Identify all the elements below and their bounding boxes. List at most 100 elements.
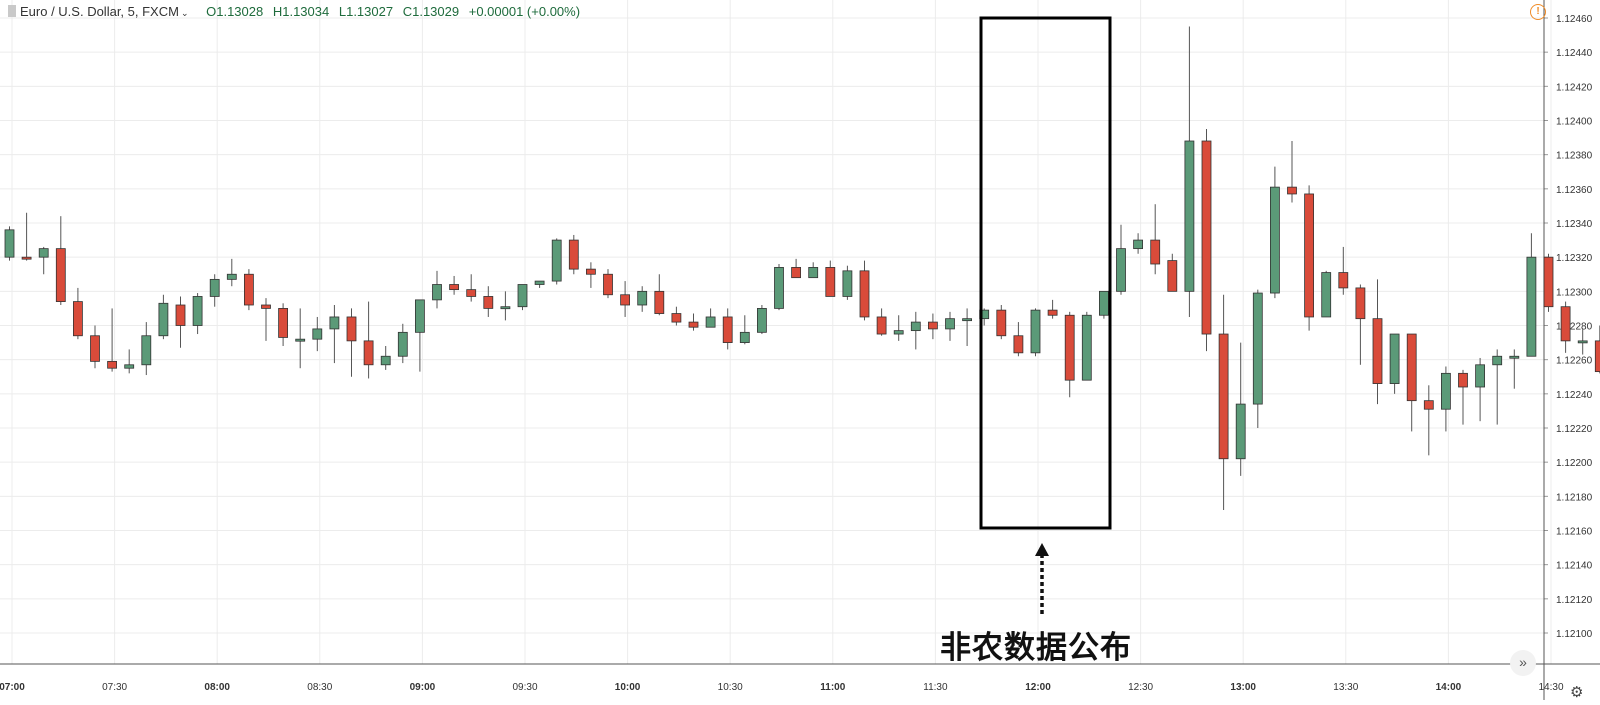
candle-down[interactable] xyxy=(1064,311,1075,398)
candle-up[interactable] xyxy=(637,286,648,312)
candle-down[interactable] xyxy=(654,274,665,316)
candle-down[interactable] xyxy=(1406,333,1417,432)
candle-down[interactable] xyxy=(568,234,579,275)
candle-down[interactable] xyxy=(722,308,733,350)
candle-up[interactable] xyxy=(312,316,323,352)
double-chevron-right-icon[interactable]: » xyxy=(1510,650,1536,676)
candle-up[interactable] xyxy=(141,322,152,376)
candle-up[interactable] xyxy=(1081,311,1092,381)
candle-down[interactable] xyxy=(1338,246,1349,295)
candle-up[interactable] xyxy=(192,293,203,335)
candle-up[interactable] xyxy=(295,308,306,369)
candle-down[interactable] xyxy=(825,260,836,297)
candle-down[interactable] xyxy=(1304,185,1314,331)
candle-down[interactable] xyxy=(671,306,682,326)
candle-down[interactable] xyxy=(928,313,938,340)
candle-up[interactable] xyxy=(1321,270,1332,318)
candle-down[interactable] xyxy=(1594,325,1600,374)
candle-down[interactable] xyxy=(1287,141,1297,203)
candle-down[interactable] xyxy=(859,260,870,321)
candle-up[interactable] xyxy=(1099,290,1109,319)
candle-up[interactable] xyxy=(1030,308,1041,357)
candle-up[interactable] xyxy=(1441,366,1451,432)
candle-down[interactable] xyxy=(1167,253,1178,292)
candle-down[interactable] xyxy=(278,303,289,346)
candle-down[interactable] xyxy=(688,313,699,331)
candle-up[interactable] xyxy=(209,274,220,307)
candle-up[interactable] xyxy=(910,311,921,350)
candle-up[interactable] xyxy=(1475,357,1485,422)
candle-down[interactable] xyxy=(243,269,254,311)
candle-up[interactable] xyxy=(329,305,340,364)
candle-down[interactable] xyxy=(1013,322,1024,357)
candle-down[interactable] xyxy=(1423,385,1434,456)
candle-up[interactable] xyxy=(774,264,784,311)
candle-up[interactable] xyxy=(705,308,716,328)
candle-down[interactable] xyxy=(55,216,66,305)
candle-down[interactable] xyxy=(363,301,374,379)
candle-up[interactable] xyxy=(1270,166,1280,299)
candle-down[interactable] xyxy=(996,305,1007,340)
candle-down[interactable] xyxy=(21,212,32,261)
candle-up[interactable] xyxy=(380,346,391,370)
candle-up[interactable] xyxy=(945,311,955,341)
candle-down[interactable] xyxy=(346,308,357,377)
candle-up[interactable] xyxy=(739,315,750,345)
candle-up[interactable] xyxy=(1116,224,1126,295)
candle-up[interactable] xyxy=(226,258,237,287)
chevron-down-icon[interactable]: ⌄ xyxy=(180,8,189,18)
candle-up[interactable] xyxy=(1184,26,1195,317)
candle-down[interactable] xyxy=(876,308,887,336)
candle-up[interactable] xyxy=(517,284,528,311)
candle-down[interactable] xyxy=(586,262,596,288)
candle-up[interactable] xyxy=(757,305,767,335)
candle-down[interactable] xyxy=(603,269,613,299)
candle-up[interactable] xyxy=(893,315,904,341)
candle-up[interactable] xyxy=(962,308,972,346)
candle-down[interactable] xyxy=(1458,369,1468,425)
candle-up[interactable] xyxy=(1509,349,1520,389)
candle-up[interactable] xyxy=(4,226,15,261)
candle-down[interactable] xyxy=(1150,204,1161,275)
candle-up[interactable] xyxy=(842,265,853,300)
candle-up[interactable] xyxy=(397,323,408,364)
candle-down[interactable] xyxy=(1047,299,1058,319)
candle-down[interactable] xyxy=(261,298,271,341)
candle-down[interactable] xyxy=(1355,284,1366,365)
candle-down[interactable] xyxy=(1560,301,1571,353)
symbol-name[interactable]: Euro / U.S. Dollar, 5, FXCM xyxy=(20,4,179,19)
candle-up[interactable] xyxy=(1389,333,1400,394)
candle-up[interactable] xyxy=(38,246,49,275)
candle-up[interactable] xyxy=(500,291,511,321)
candle-down[interactable] xyxy=(483,286,494,317)
candle-up[interactable] xyxy=(1577,328,1588,355)
candle-down[interactable] xyxy=(620,281,630,317)
candle-down[interactable] xyxy=(73,287,83,340)
candle-down[interactable] xyxy=(90,325,100,369)
candle-down[interactable] xyxy=(107,308,117,372)
candle-down[interactable] xyxy=(791,258,801,279)
candle-down[interactable] xyxy=(175,296,186,348)
candle-up[interactable] xyxy=(808,262,819,279)
candle-up[interactable] xyxy=(1235,342,1246,476)
candle-down[interactable] xyxy=(1201,129,1212,352)
candle-up[interactable] xyxy=(534,280,545,288)
candle-up[interactable] xyxy=(158,294,169,340)
alert-icon[interactable]: ! xyxy=(1530,4,1546,20)
candle-up[interactable] xyxy=(1252,289,1263,428)
candle-up[interactable] xyxy=(1526,233,1537,357)
candle-up[interactable] xyxy=(551,238,562,285)
candle-down[interactable] xyxy=(449,275,460,295)
candle-up[interactable] xyxy=(124,349,135,374)
candle-down[interactable] xyxy=(1543,253,1554,312)
gear-icon[interactable]: ⚙ xyxy=(1570,684,1584,701)
candle-down[interactable] xyxy=(1218,294,1229,510)
candle-down[interactable] xyxy=(1372,279,1383,405)
candle-down[interactable] xyxy=(466,274,477,302)
candle-up[interactable] xyxy=(1492,349,1503,425)
candle-up[interactable] xyxy=(432,270,442,309)
candle-up[interactable] xyxy=(414,299,425,372)
candle-up[interactable] xyxy=(1133,233,1143,254)
